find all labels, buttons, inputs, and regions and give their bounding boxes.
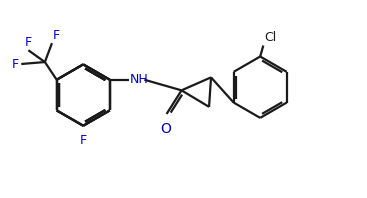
Text: F: F bbox=[80, 134, 87, 147]
Text: F: F bbox=[12, 57, 19, 70]
Text: O: O bbox=[160, 122, 171, 136]
Text: F: F bbox=[53, 29, 60, 42]
Text: NH: NH bbox=[130, 73, 149, 86]
Text: F: F bbox=[25, 36, 32, 49]
Text: Cl: Cl bbox=[265, 31, 277, 44]
